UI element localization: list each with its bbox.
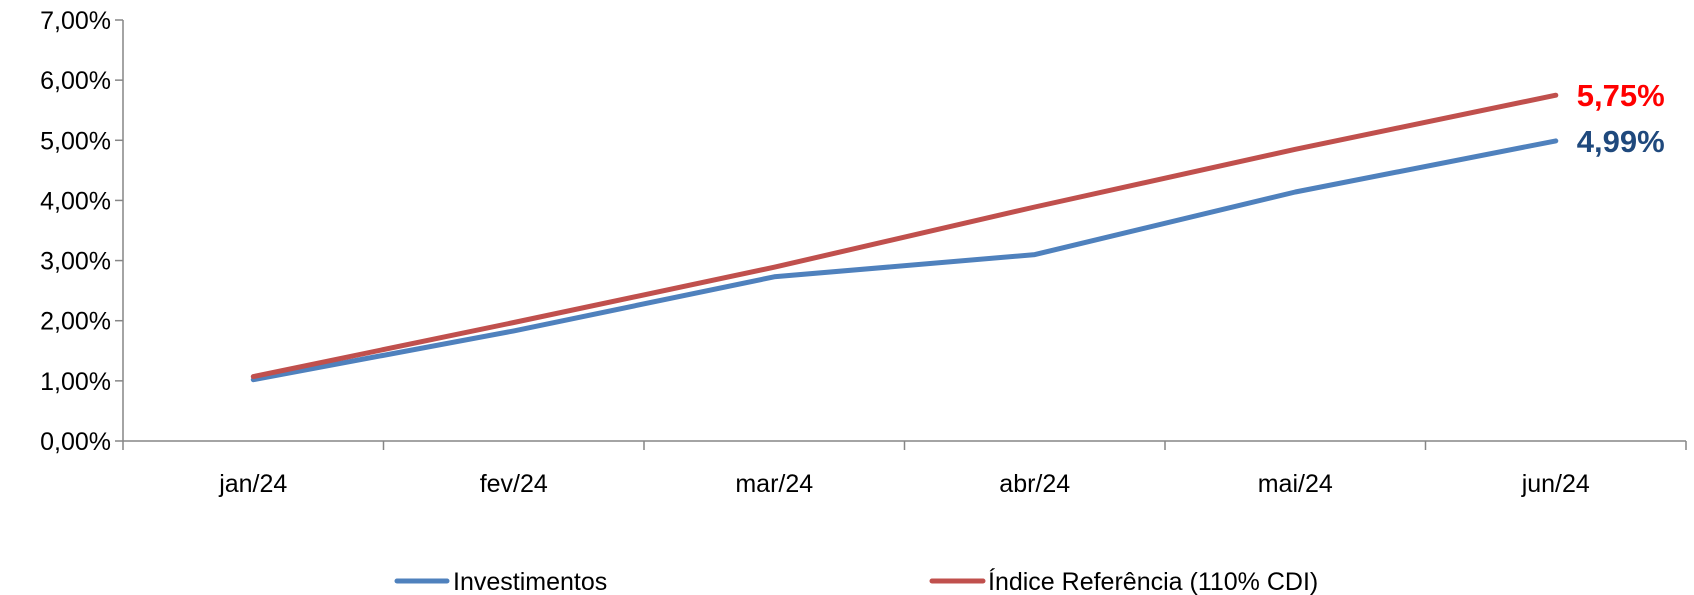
y-tick-label: 7,00% — [40, 7, 111, 35]
y-tick-label: 5,00% — [40, 127, 111, 155]
x-axis-ticks: jan/24 fev/24 mar/24 abr/24 mai/24 jun/24 — [122, 441, 1687, 498]
axes — [122, 20, 1686, 442]
y-tick-label: 0,00% — [40, 428, 111, 456]
y-tick-label: 6,00% — [40, 67, 111, 95]
series-line-indice-referencia — [250, 92, 1559, 380]
legend: Investimentos Índice Referência (110% CDI… — [394, 567, 1318, 595]
x-tick-label: jun/24 — [1521, 470, 1590, 498]
y-tick-label: 2,00% — [40, 308, 111, 336]
series-lines — [250, 92, 1559, 383]
x-tick-label: abr/24 — [999, 470, 1070, 498]
end-labels: 4,99% 5,75% — [1577, 78, 1665, 159]
x-tick-label: mai/24 — [1258, 470, 1333, 498]
x-tick-label: jan/24 — [218, 470, 287, 498]
legend-item-investimentos: Investimentos — [394, 568, 607, 595]
data-label-indice-referencia: 5,75% — [1577, 78, 1665, 113]
data-label-investimentos: 4,99% — [1577, 124, 1665, 159]
y-axis-ticks: 0,00% 1,00% 2,00% 3,00% 4,00% 5,00% 6,00% 7,00% — [40, 7, 123, 456]
series-line-investimentos — [250, 138, 1559, 383]
x-tick-label: fev/24 — [480, 470, 548, 498]
legend-label: Índice Referência (110% CDI) — [988, 567, 1318, 595]
y-tick-label: 4,00% — [40, 187, 111, 215]
legend-label: Investimentos — [453, 568, 607, 595]
y-tick-label: 1,00% — [40, 368, 111, 396]
legend-item-indice-referencia: Índice Referência (110% CDI) — [929, 567, 1318, 595]
x-tick-label: mar/24 — [735, 470, 813, 498]
y-tick-label: 3,00% — [40, 248, 111, 276]
